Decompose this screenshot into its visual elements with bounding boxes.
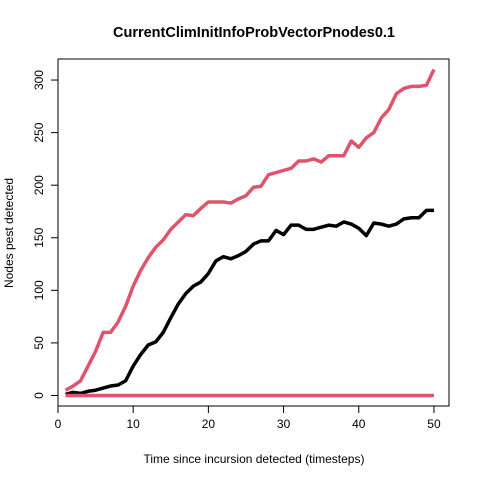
y-tick-label: 100 [32,280,46,300]
y-tick-label: 150 [32,227,46,247]
y-tick-label: 250 [32,122,46,142]
chart-title: CurrentClimInitInfoProbVectorPnodes0.1 [113,25,395,41]
series-layer [64,68,436,398]
plot-frame [57,58,450,407]
y-tick-label: 0 [32,392,46,399]
x-tick-label: 50 [427,417,441,431]
x-tick-label: 30 [277,417,291,431]
x-tick-label: 0 [55,417,62,431]
x-tick-label: 10 [127,417,141,431]
y-axis: 0 50 100 150 200 250 300 [32,70,59,399]
x-axis: 0 10 20 30 40 50 [55,405,441,431]
x-axis-label: Time since incursion detected (timesteps… [144,452,365,466]
x-tick-label: 40 [352,417,366,431]
y-tick-label: 200 [32,175,46,195]
x-tick-label: 20 [202,417,216,431]
series-line-1 [64,68,436,392]
y-tick-label: 50 [32,336,46,350]
y-axis-label: Nodes pest detected [2,178,16,288]
y-tick-label: 300 [32,70,46,90]
series-line-2 [65,208,434,397]
